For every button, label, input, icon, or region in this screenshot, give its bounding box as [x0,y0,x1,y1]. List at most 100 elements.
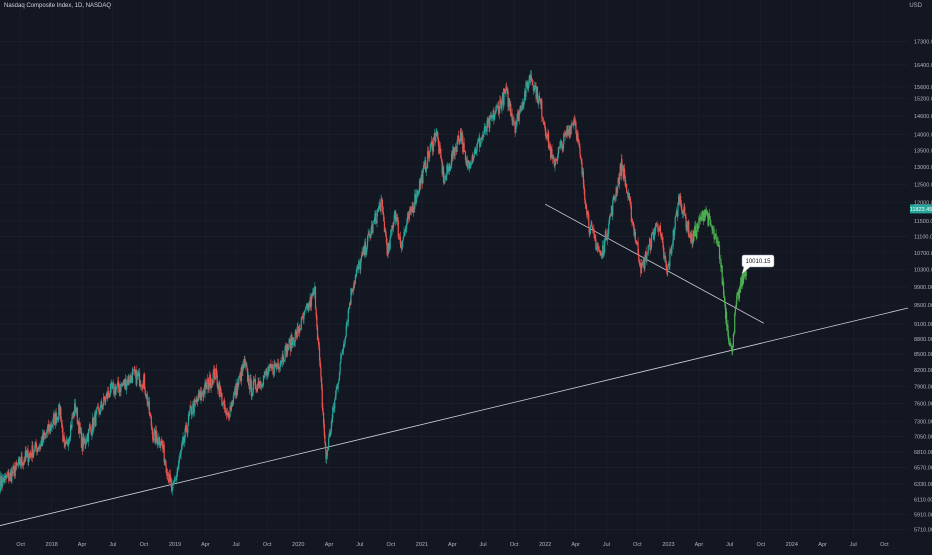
candle [424,156,426,170]
candle [521,98,524,110]
candle [194,399,197,407]
candle [109,393,111,398]
candle [323,419,325,439]
candle [334,390,337,401]
candle [502,88,504,111]
candle [22,461,24,470]
candle [288,337,290,349]
candle [156,435,159,449]
candle [394,209,396,220]
trendline[interactable] [545,203,764,324]
candle [115,384,117,396]
candle [672,227,674,250]
y-tick-label: 11100.00 [914,235,932,241]
candle [402,236,404,241]
candle [227,412,229,416]
candle [625,180,627,189]
candle [314,286,317,309]
candle [406,218,408,234]
candle [175,475,177,483]
candle [26,449,28,459]
candle [412,201,414,213]
candle [478,135,480,142]
candle [411,202,413,213]
candle [688,219,690,238]
candle [242,359,245,371]
candle [41,436,43,447]
candle [271,364,273,370]
candle [520,101,522,112]
candle [256,383,259,394]
price-callout[interactable]: 10010.15 [741,254,775,275]
y-tick-label: 8200.00 [914,368,932,374]
candle [427,146,429,159]
candle [60,416,63,428]
y-tick-label: 5710.00 [914,527,932,533]
candle [127,373,129,386]
candle [427,146,429,170]
candle [312,287,315,296]
candle [48,419,50,436]
candle [135,365,137,387]
candle [641,260,643,269]
x-tick-label: Oct [387,542,396,548]
candle [268,363,270,374]
candle [236,378,239,397]
candle [273,359,275,377]
candle [241,363,243,376]
candle [466,156,468,167]
candle [160,441,162,451]
x-tick-label: Jul [603,542,610,548]
candle [277,358,279,373]
candle [308,301,311,311]
candle [477,138,479,149]
candle [623,166,625,182]
candle [465,157,467,166]
candle [53,409,55,418]
candle [134,368,137,379]
candle [143,372,146,390]
candle [451,150,453,169]
candle [77,419,79,425]
candle [29,451,31,459]
candle [121,383,123,388]
candle [596,241,598,252]
candle [683,203,685,216]
candle [270,359,272,372]
candle [418,178,421,195]
price-axis[interactable]: 5710.00 5910.00 6110.00 6330.00 6570.00 6810.… [914,39,932,533]
candle [629,196,631,205]
candle [716,238,718,246]
candle [159,439,161,448]
candle [626,191,628,195]
candle [38,442,41,452]
candle [187,411,190,426]
candle [195,395,197,404]
candle [374,210,376,225]
candle [636,240,638,246]
time-axis[interactable]: Oct 2018 Apr Jul Oct 2019 Apr Jul Oct 2020 Apr Jul O… [16,542,889,548]
candle [353,280,355,291]
trendline[interactable] [0,307,909,526]
last-price-tag[interactable]: 11823.45 [910,204,932,214]
y-tick-label: 15600.00 [914,85,932,91]
candle [194,396,196,405]
candle [722,277,725,298]
candle [340,351,342,364]
candle [356,266,358,277]
candle [690,230,693,243]
candle [258,380,261,389]
candle [215,367,217,380]
candle [727,319,729,339]
candle [156,426,158,443]
candle [358,258,360,274]
trendlines [0,203,909,526]
candle [58,404,60,422]
candle [483,130,485,141]
candle [517,109,520,122]
candle [597,243,599,253]
candle [222,401,224,410]
candle [109,382,112,397]
candle [450,160,452,169]
